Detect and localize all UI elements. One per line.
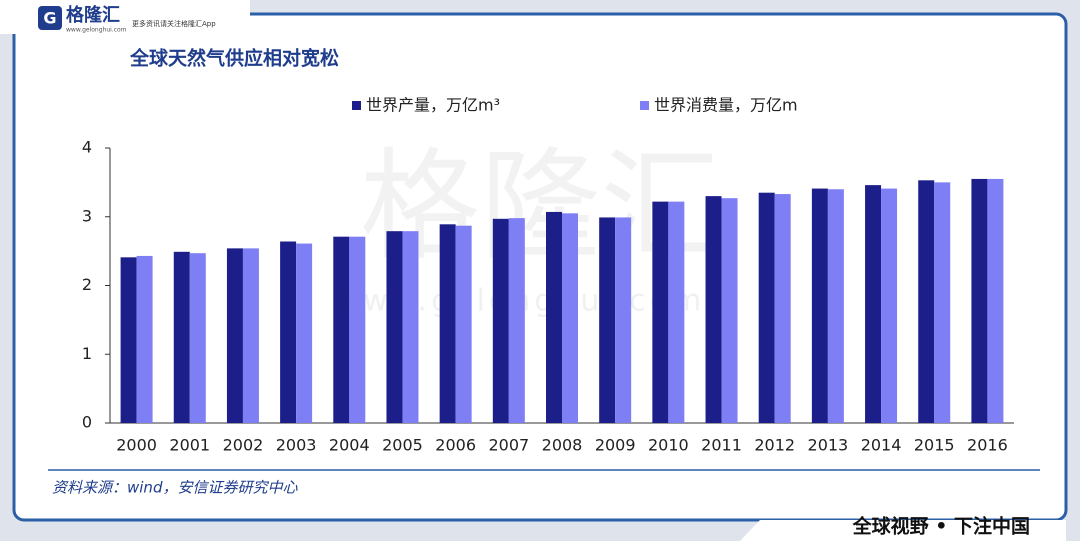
x-tick-label: 2007 (488, 436, 529, 455)
x-tick-label: 2012 (754, 436, 795, 455)
legend-label: 世界消费量，万亿m (654, 96, 798, 115)
bar (455, 225, 472, 423)
bar (811, 188, 828, 423)
bar (758, 192, 775, 423)
logo-g: G (43, 9, 56, 28)
x-tick-label: 2003 (276, 436, 317, 455)
x-tick-label: 2004 (329, 436, 370, 455)
footer-box (740, 520, 1066, 541)
x-tick-label: 2000 (116, 436, 157, 455)
bar (615, 217, 632, 423)
bar (774, 194, 791, 423)
x-tick-label: 2014 (861, 436, 902, 455)
bar (349, 236, 366, 423)
x-tick-label: 2011 (701, 436, 742, 455)
bar (226, 248, 243, 423)
bar (296, 243, 313, 423)
chart-title: 全球天然气供应相对宽松 (129, 47, 339, 70)
bar (934, 182, 951, 423)
bar (242, 248, 259, 423)
bar (189, 253, 206, 423)
header-slogan: 更多资讯请关注格隆汇App (132, 19, 216, 28)
logo-icon (38, 6, 62, 30)
x-tick-label: 2006 (435, 436, 476, 455)
bar (402, 231, 419, 423)
bar (120, 257, 137, 423)
bar (705, 196, 722, 423)
logo-site: www.gelonghui.com (66, 27, 127, 34)
bar (668, 201, 685, 423)
legend-swatch (352, 101, 361, 110)
bar (280, 241, 297, 423)
bar (386, 231, 403, 423)
plot: 0 1 2 3 4 世界产量，万亿m³ 世界消费量，万亿m 2000 2001 2002 2003 2… (82, 96, 1014, 455)
x-tick-label: 2005 (382, 436, 423, 455)
source: 资料来源：wind，安信证券研究中心 (52, 479, 298, 497)
footer-text: 全球视野 • 下注中国 (852, 515, 1030, 538)
bar (439, 224, 456, 423)
y-tick-label: 2 (82, 275, 92, 294)
x-tick-label: 2009 (595, 436, 636, 455)
bar (971, 178, 988, 423)
legend-swatch (640, 101, 649, 110)
logo-text: 格隆汇 (66, 4, 120, 26)
x-tick-label: 2016 (967, 436, 1008, 455)
bar (136, 255, 153, 423)
bar (652, 201, 669, 423)
frame (12, 12, 1068, 522)
y-tick-label: 4 (82, 138, 92, 157)
bar (918, 180, 935, 423)
bar (173, 251, 190, 423)
bar (827, 189, 844, 423)
bar (865, 185, 882, 423)
y-tick-label: 1 (82, 344, 92, 363)
bar (599, 217, 616, 423)
bar (881, 188, 898, 423)
bar (492, 218, 509, 423)
bar (333, 236, 350, 423)
x-tick-label: 2001 (169, 436, 210, 455)
x-tick-label: 2008 (542, 436, 583, 455)
bar (508, 218, 525, 423)
y-tick-label: 3 (82, 206, 92, 225)
x-tick-label: 2010 (648, 436, 689, 455)
bar (987, 178, 1004, 423)
x-tick-label: 2015 (914, 436, 955, 455)
bar (562, 213, 578, 423)
y-tick-label: 0 (82, 413, 92, 432)
legend-label: 世界产量，万亿m³ (366, 96, 500, 115)
x-tick-label: 2002 (223, 436, 264, 455)
bar (546, 211, 562, 423)
x-tick-label: 2013 (808, 436, 849, 455)
bar (721, 198, 738, 423)
